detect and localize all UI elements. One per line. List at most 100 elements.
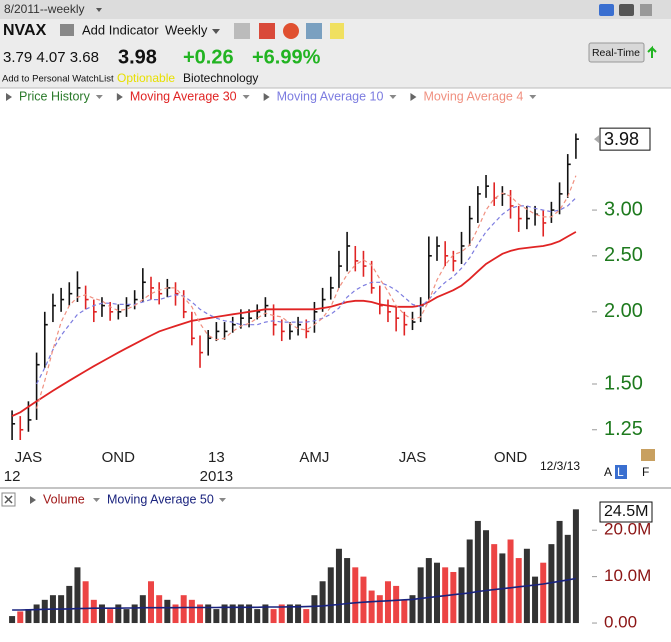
volume-bar: [205, 604, 212, 624]
s-icon[interactable]: [599, 4, 614, 16]
volume-bar: [164, 599, 171, 624]
realtime-button[interactable]: [588, 42, 645, 63]
pencil-icon: [641, 449, 655, 461]
candle-icon[interactable]: [259, 23, 275, 39]
add-indicator[interactable]: Add Indicator: [82, 22, 159, 37]
clock-icon[interactable]: [283, 23, 299, 39]
tv-icon[interactable]: [619, 4, 634, 16]
symbol[interactable]: NVAX: [3, 22, 47, 39]
year-label: 2013: [200, 468, 233, 485]
volume-bar: [458, 567, 465, 624]
volume-bar: [450, 571, 457, 624]
last-value-box: [599, 501, 653, 523]
volume-bar: [491, 544, 498, 624]
volume-bar: [148, 581, 154, 624]
dropdown-icon: [95, 95, 103, 99]
close-icon[interactable]: [4, 495, 13, 504]
volume-bar: [237, 604, 244, 624]
volume-bar: [327, 567, 334, 624]
volume-bar: [172, 604, 179, 624]
change-pct: +6.99%: [252, 46, 321, 68]
x-tick-label: OND: [494, 449, 528, 466]
grid-icon[interactable]: [306, 23, 322, 39]
volume-bar: [229, 604, 236, 624]
volume-bar: [319, 581, 326, 624]
y-tick-label: 0.00: [604, 613, 637, 632]
volume-bar: [393, 585, 400, 624]
volume-bar: [434, 562, 440, 624]
volume-bar: [107, 609, 114, 624]
volume-bar: [262, 604, 269, 624]
volume-bar: [540, 562, 547, 624]
y-tick-label: 20.0M: [604, 520, 651, 539]
year-label: 12: [4, 468, 21, 485]
y-tick-label: 2.00: [604, 300, 643, 322]
window-icon[interactable]: [640, 4, 652, 16]
y-tick-label: 10.0M: [604, 566, 651, 585]
volume-bar: [376, 595, 383, 624]
period[interactable]: 8/2011--weekly: [4, 2, 84, 16]
volume-bar: [507, 539, 514, 624]
dropdown-icon: [93, 498, 100, 502]
volume-bar: [401, 599, 408, 624]
volume-bar: [303, 609, 310, 624]
dropdown-icon: [212, 29, 220, 34]
dropdown-icon: [389, 95, 397, 99]
volume-bar: [25, 609, 32, 624]
moving-average: [36, 197, 577, 385]
volume-bar: [66, 585, 73, 624]
scale-button[interactable]: F: [642, 465, 649, 479]
volume-bar: [564, 534, 571, 624]
volume-bar: [360, 576, 367, 624]
y-tick-label: 2.50: [604, 244, 643, 266]
interval[interactable]: Weekly: [165, 22, 208, 37]
watchlist[interactable]: Add to Personal WatchList: [2, 74, 114, 85]
volume-bar: [197, 604, 204, 624]
volume-bar: [425, 558, 432, 624]
volume-bar: [74, 567, 81, 624]
volume-bar: [368, 590, 375, 624]
legend-marker: [116, 93, 123, 101]
legend-label: Price History: [19, 89, 91, 103]
date-label: 12/3/13: [540, 459, 580, 473]
indicator-icon: [60, 24, 74, 36]
volume-bar: [335, 548, 342, 624]
volume-bar: [41, 599, 48, 624]
volume-bar: [417, 567, 424, 624]
legend-marker: [410, 93, 417, 101]
volume-bar: [115, 604, 122, 624]
scale-button[interactable]: L: [617, 465, 624, 479]
legend-label: Moving Average 10: [277, 89, 384, 103]
volume-bar: [295, 604, 302, 624]
legend-label: Volume: [43, 492, 85, 506]
volume-bar: [515, 558, 522, 624]
note-icon[interactable]: [330, 23, 344, 39]
realtime-label[interactable]: Real-Time: [592, 47, 640, 59]
moving-average: [36, 175, 577, 409]
volume-bar: [139, 595, 146, 624]
scale-button[interactable]: A: [604, 465, 612, 479]
volume-bar: [188, 599, 195, 624]
volume-bar: [344, 558, 351, 624]
y-tick-label: 3.00: [604, 198, 643, 220]
volume-bar: [98, 604, 105, 624]
volume-bar: [270, 609, 277, 624]
ohl: 3.79 4.07 3.68: [3, 49, 99, 66]
legend-label: Moving Average 30: [130, 89, 237, 103]
dropdown-icon: [96, 8, 102, 12]
legend-marker: [30, 496, 36, 504]
tool-icon[interactable]: [234, 23, 250, 39]
volume-bar: [352, 567, 359, 624]
x-tick-label: JAS: [399, 449, 427, 466]
last-pointer: [594, 135, 599, 144]
volume-bar: [82, 581, 89, 624]
volume-bar: [548, 544, 555, 624]
volume-bar: [156, 595, 163, 624]
industry: Biotechnology: [183, 71, 258, 85]
legend-marker: [6, 93, 12, 101]
volume-bar: [466, 539, 473, 624]
change: +0.26: [183, 46, 234, 68]
volume-bar: [131, 604, 138, 624]
dropdown-icon: [529, 95, 537, 99]
title-bar: [0, 0, 671, 19]
